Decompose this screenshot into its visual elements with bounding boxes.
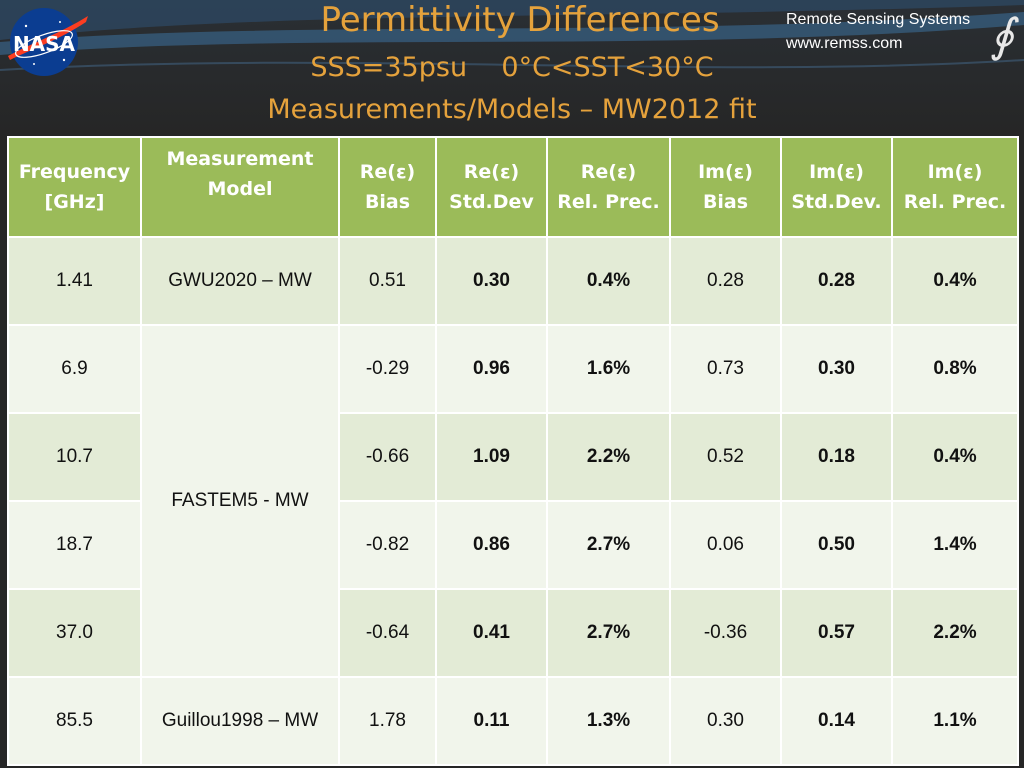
cell-im-rel: 2.2% [891, 588, 1019, 678]
cell-frequency: 85.5 [7, 676, 142, 766]
cell-im-std: 0.30 [780, 324, 893, 414]
cell-im-std: 0.18 [780, 412, 893, 502]
header-im-bias: Im(ε) Bias [669, 136, 782, 238]
cell-im-bias: 0.73 [669, 324, 782, 414]
cell-im-rel: 0.8% [891, 324, 1019, 414]
cell-im-std: 0.57 [780, 588, 893, 678]
permittivity-table: Frequency [GHz] Measurement Model Re(ε) Bia… [7, 136, 1019, 766]
cell-im-bias: 0.28 [669, 236, 782, 326]
header-im-rel: Im(ε) Rel. Prec. [891, 136, 1019, 238]
cell-re-bias: -0.64 [338, 588, 437, 678]
banner-swoosh [0, 0, 1024, 71]
cell-im-std: 0.28 [780, 236, 893, 326]
cell-re-rel: 2.7% [546, 588, 671, 678]
cell-re-rel: 2.2% [546, 412, 671, 502]
header-frequency: Frequency [GHz] [7, 136, 142, 238]
org-name: Remote Sensing Systems [786, 11, 971, 28]
cell-im-std: 0.50 [780, 500, 893, 590]
table-row: 37.0 -0.64 0.41 2.7% -0.36 0.57 2.2% [7, 588, 1019, 678]
remss-logo-icon: ∮ [990, 8, 1014, 62]
cell-re-bias: 0.51 [338, 236, 437, 326]
cell-re-std: 0.96 [435, 324, 548, 414]
table-row: 1.41 GWU2020 – MW 0.51 0.30 0.4% 0.28 0.… [7, 236, 1019, 326]
cell-re-rel: 1.3% [546, 676, 671, 766]
header-re-std: Re(ε) Std.Dev [435, 136, 548, 238]
cell-re-std: 0.86 [435, 500, 548, 590]
cell-re-bias: -0.29 [338, 324, 437, 414]
table-row: 10.7 -0.66 1.09 2.2% 0.52 0.18 0.4% [7, 412, 1019, 502]
header-im-std: Im(ε) Std.Dev. [780, 136, 893, 238]
cell-re-std: 0.41 [435, 588, 548, 678]
slide-subtitle: SSS=35psu 0°C<SST<30°C [310, 52, 714, 83]
cell-model: FASTEM5 - MW [140, 324, 340, 678]
cell-im-rel: 0.4% [891, 412, 1019, 502]
cell-im-std: 0.14 [780, 676, 893, 766]
header-banner: NASA Permittivity Differences SSS=35psu … [0, 0, 1024, 135]
table-header-row: Frequency [GHz] Measurement Model Re(ε) Bia… [7, 136, 1019, 238]
cell-im-rel: 0.4% [891, 236, 1019, 326]
cell-frequency: 18.7 [7, 500, 142, 590]
cell-re-bias: 1.78 [338, 676, 437, 766]
org-url: www.remss.com [786, 35, 903, 52]
cell-re-rel: 1.6% [546, 324, 671, 414]
cell-frequency: 6.9 [7, 324, 142, 414]
cell-im-rel: 1.1% [891, 676, 1019, 766]
results-table-container: Frequency [GHz] Measurement Model Re(ε) Bia… [7, 136, 1019, 766]
cell-model: GWU2020 – MW [140, 236, 340, 326]
header-re-rel: Re(ε) Rel. Prec. [546, 136, 671, 238]
cell-im-bias: 0.52 [669, 412, 782, 502]
cell-model: Guillou1998 – MW [140, 676, 340, 766]
slide-title: Permittivity Differences [320, 0, 720, 40]
table-row: 18.7 -0.82 0.86 2.7% 0.06 0.50 1.4% [7, 500, 1019, 590]
slide-subtitle-2: Measurements/Models – MW2012 fit [267, 94, 757, 125]
cell-im-bias: 0.06 [669, 500, 782, 590]
cell-re-rel: 2.7% [546, 500, 671, 590]
cell-re-bias: -0.82 [338, 500, 437, 590]
cell-im-bias: 0.30 [669, 676, 782, 766]
nasa-logo-icon: NASA [4, 4, 90, 78]
header-model: Measurement Model [140, 136, 340, 238]
cell-re-std: 0.30 [435, 236, 548, 326]
cell-re-rel: 0.4% [546, 236, 671, 326]
cell-frequency: 1.41 [7, 236, 142, 326]
cell-frequency: 10.7 [7, 412, 142, 502]
table-row: 6.9 FASTEM5 - MW -0.29 0.96 1.6% 0.73 0.… [7, 324, 1019, 678]
cell-re-bias: -0.66 [338, 412, 437, 502]
header-re-bias: Re(ε) Bias [338, 136, 437, 238]
cell-re-std: 0.11 [435, 676, 548, 766]
cell-frequency: 37.0 [7, 588, 142, 678]
table-row: 85.5 Guillou1998 – MW 1.78 0.11 1.3% 0.3… [7, 676, 1019, 766]
nasa-logo-text: NASA [13, 32, 76, 56]
cell-re-std: 1.09 [435, 412, 548, 502]
cell-im-rel: 1.4% [891, 500, 1019, 590]
cell-im-bias: -0.36 [669, 588, 782, 678]
